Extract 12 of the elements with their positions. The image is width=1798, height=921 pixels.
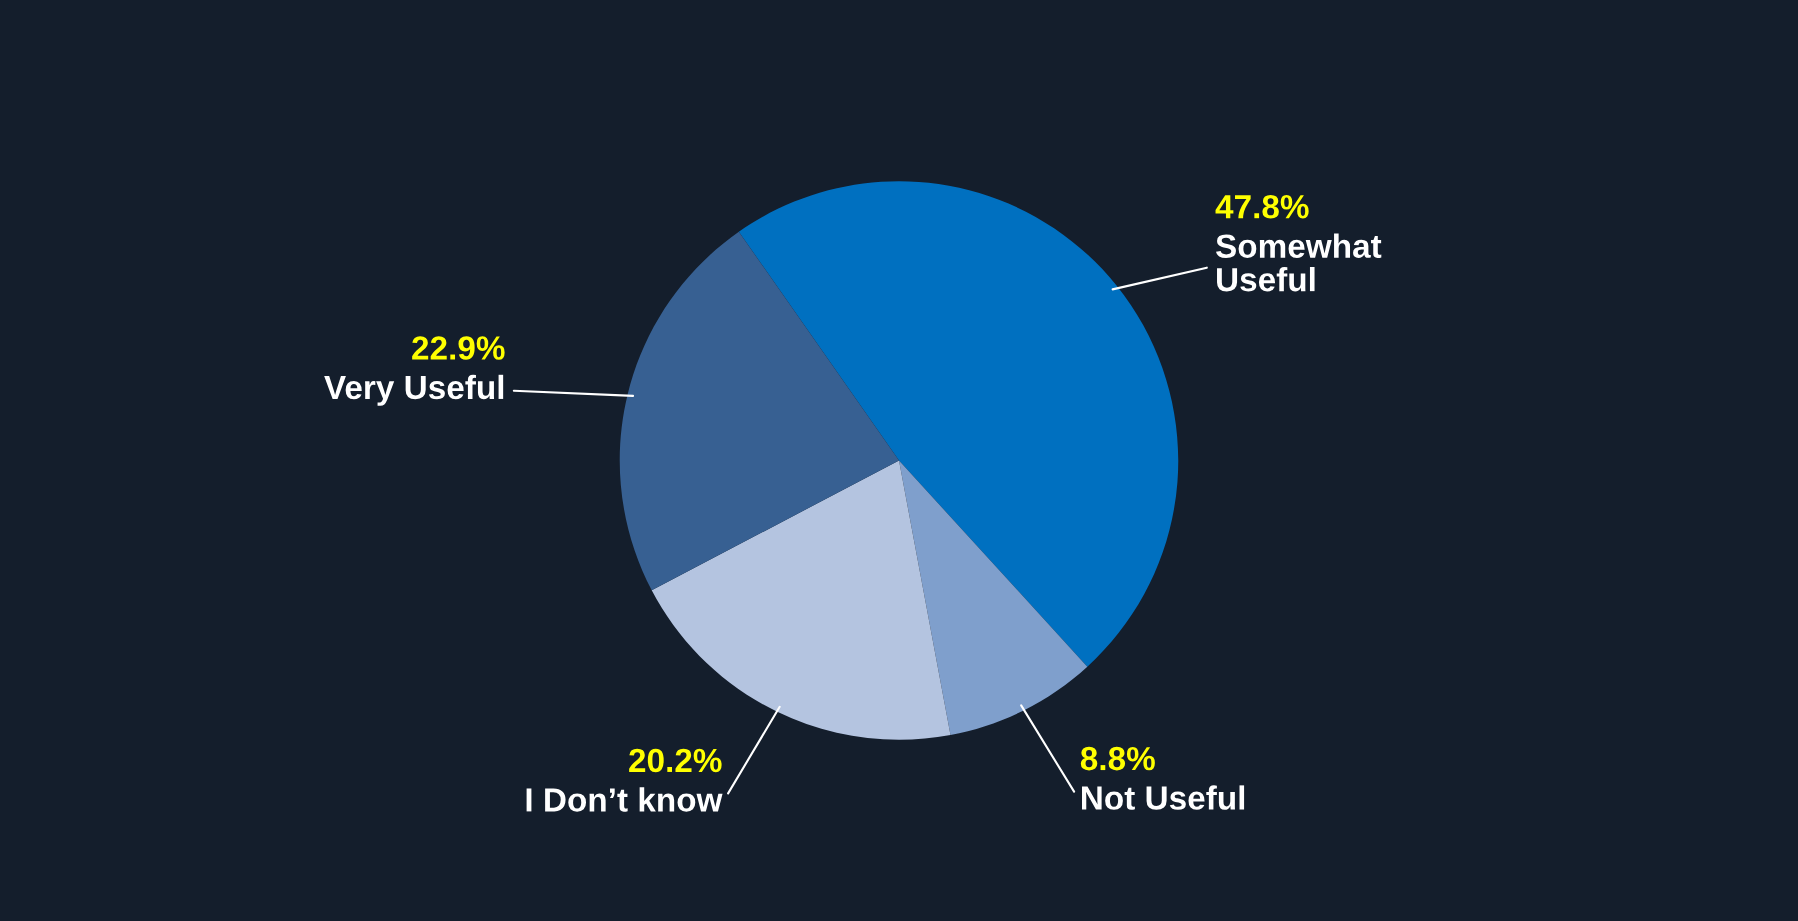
- slice-label: Very Useful: [324, 374, 504, 406]
- pie-slice: [651, 460, 951, 740]
- pie-slice: [619, 231, 899, 591]
- pie-slice: [899, 460, 1088, 735]
- data-label: 47.8%: [1215, 194, 1309, 219]
- data-label: 22.9%: [412, 336, 505, 360]
- data-label: 8.8%: [1080, 746, 1155, 771]
- slice-label: Not Useful: [1082, 785, 1245, 810]
- data-label: 20.2%: [629, 748, 722, 773]
- slice-label: Somewhat Useful: [1215, 233, 1382, 292]
- pie-slice: [738, 181, 1179, 667]
- slice-label: I Don’t know: [526, 787, 723, 812]
